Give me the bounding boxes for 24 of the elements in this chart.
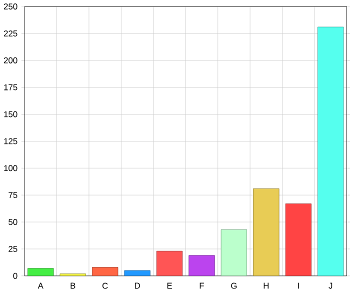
x-tick-label: C	[102, 282, 108, 289]
x-tick-label: D	[134, 282, 140, 288]
y-tick-label: 225	[4, 30, 18, 36]
y-tick-label: 125	[4, 138, 18, 144]
y-tick-label: 25	[8, 246, 18, 252]
y-tick-label: 150	[4, 111, 18, 118]
x-tick-label: B	[70, 282, 76, 288]
x-tick-label: H	[264, 282, 269, 288]
x-tick-label: F	[200, 282, 204, 288]
y-tick-label: 175	[4, 84, 18, 90]
bar	[156, 250, 183, 276]
x-tick-label: J	[328, 282, 332, 289]
x-tick-label: A	[38, 282, 44, 288]
y-tick-label: 250	[4, 3, 18, 10]
y-tick-label: 75	[8, 192, 18, 198]
y-tick-label: 100	[4, 165, 18, 171]
y-tick-label: 0	[13, 272, 18, 279]
x-tick-label: I	[298, 282, 299, 288]
y-tick-label: 50	[8, 218, 18, 225]
x-tick-label: E	[167, 282, 172, 288]
y-tick-label: 200	[4, 57, 18, 64]
x-tick-label: G	[231, 282, 237, 289]
bar	[220, 229, 248, 276]
bar	[253, 188, 280, 276]
